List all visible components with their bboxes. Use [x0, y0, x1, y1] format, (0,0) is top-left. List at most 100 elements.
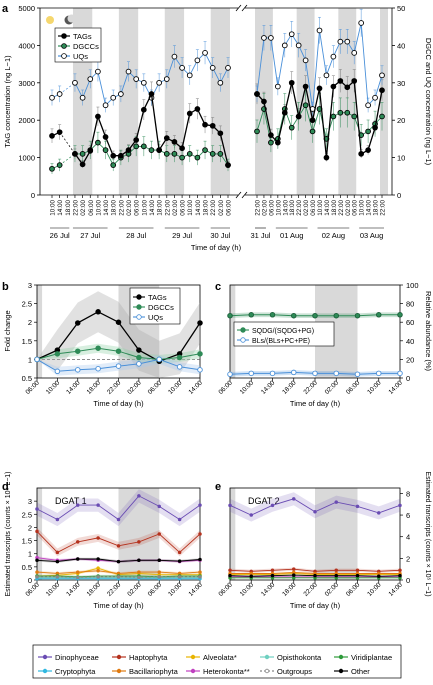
series-point [176, 354, 183, 361]
series-point [197, 320, 203, 326]
point-dgccs [171, 151, 178, 157]
y-tick-label: 0 [31, 191, 35, 200]
point-dgccs [49, 165, 55, 172]
series-point [248, 370, 254, 377]
series-point [137, 558, 141, 563]
legend-marker [61, 43, 67, 49]
series-point [35, 570, 39, 574]
point-tags [110, 152, 117, 159]
point-tags [225, 162, 231, 168]
legend-label: Other [351, 667, 370, 676]
x-tick-label: 14:00 [387, 581, 404, 598]
y-tick-label: 0 [397, 191, 401, 200]
series-point [96, 575, 100, 579]
series-point [377, 511, 381, 515]
point-tags [309, 117, 316, 124]
y-tick-label: 60 [406, 318, 414, 327]
legend-label: SQDG/(SQDG+PG) [252, 328, 314, 335]
point-uqs [372, 94, 378, 101]
gap-line [59, 82, 76, 95]
series-point [312, 312, 318, 319]
x-tick-label: 14:00 [195, 200, 202, 216]
point-tags [118, 152, 124, 159]
point-tags [72, 151, 78, 157]
point-tags [288, 79, 295, 86]
y-tick-label: 0 [406, 576, 410, 585]
x-tick-label: 14:00 [282, 200, 289, 216]
x-tick-label: 06:00 [217, 581, 234, 598]
point-dgccs [302, 102, 309, 109]
y-tick-label: 8 [406, 489, 410, 498]
series-point [96, 503, 100, 507]
point-tags [268, 132, 274, 139]
point-tags [274, 139, 281, 146]
series-point [249, 571, 253, 576]
point-tags [358, 151, 365, 157]
y-tick-label: 5000 [18, 4, 35, 13]
point-tags [302, 83, 309, 90]
series-point [227, 371, 233, 378]
point-tags [281, 109, 288, 116]
series-point [137, 570, 141, 574]
series-point [96, 569, 100, 573]
point-uqs [49, 94, 55, 101]
series-point [55, 575, 60, 579]
point-dgccs [179, 154, 185, 161]
point-uqs [261, 35, 267, 41]
point-uqs [288, 31, 295, 38]
x-tick-label: 18:00 [157, 200, 164, 216]
series-point [292, 576, 296, 580]
series-point [291, 312, 297, 319]
series-point [355, 568, 360, 573]
point-uqs [330, 53, 337, 60]
point-uqs [95, 68, 101, 75]
y-axis-label: Estimated transcripts (counts × 10⁶ L−1) [5, 471, 12, 596]
y-tick-label: 0.5 [22, 563, 32, 572]
series-point [96, 557, 100, 561]
x-tick-label: 14:00 [324, 200, 331, 216]
series-point [292, 567, 296, 571]
x-tick-label: 18:00 [65, 200, 72, 216]
series-point [137, 494, 141, 498]
point-dgccs [202, 147, 208, 153]
sun-icon [46, 16, 54, 24]
x-tick-label: 10:00 [366, 379, 383, 396]
point-tags [261, 98, 267, 105]
point-uqs [179, 64, 185, 71]
point-dgccs [288, 124, 295, 131]
x-tick-label: 10:00 [317, 200, 324, 216]
series-point [75, 540, 80, 544]
y-axis-label: Fold change [3, 310, 12, 351]
point-uqs [225, 64, 231, 71]
y-tick-label: 6 [406, 511, 410, 520]
series-point [95, 365, 101, 372]
panel-title: DGAT 1 [55, 496, 87, 506]
series-point [270, 573, 275, 578]
legend: SQDG/(SQDG+PG) BLs/(BLs+PC+PE) [233, 321, 335, 347]
point-tags [323, 154, 330, 161]
point-tags [95, 113, 101, 120]
series-point [157, 558, 161, 563]
y-tick-label: 2 [28, 318, 32, 327]
point-uqs [156, 79, 162, 86]
day-label: 31 Jul [250, 231, 270, 240]
point-tags [344, 84, 351, 91]
point-dgccs [209, 151, 216, 157]
x-axis-label: Time of day (h) [191, 243, 242, 252]
day-label: 28 Jul [126, 231, 146, 240]
panel-letter: b [2, 281, 9, 293]
x-tick-label: 06:00 [268, 200, 275, 216]
legend-marker [338, 668, 344, 674]
series-point [157, 575, 161, 579]
x-tick-label: 22:00 [106, 379, 123, 396]
point-tags [351, 78, 358, 84]
series-point [198, 575, 202, 579]
series-point [228, 503, 232, 508]
legend-marker [116, 654, 122, 660]
series-point [115, 363, 122, 369]
x-tick-label: 14:00 [187, 581, 204, 598]
point-tags [102, 134, 109, 140]
point-dgccs [186, 151, 193, 157]
